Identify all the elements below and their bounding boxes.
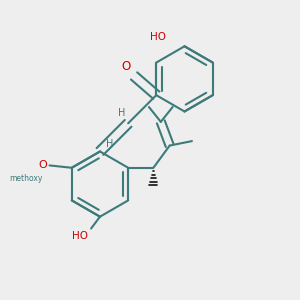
Text: HO: HO [150,32,166,42]
Text: O: O [122,60,131,73]
Text: H: H [118,108,125,118]
Text: HO: HO [72,232,88,242]
Text: O: O [38,160,47,170]
Text: methoxy: methoxy [10,174,43,183]
Text: H: H [106,139,114,149]
